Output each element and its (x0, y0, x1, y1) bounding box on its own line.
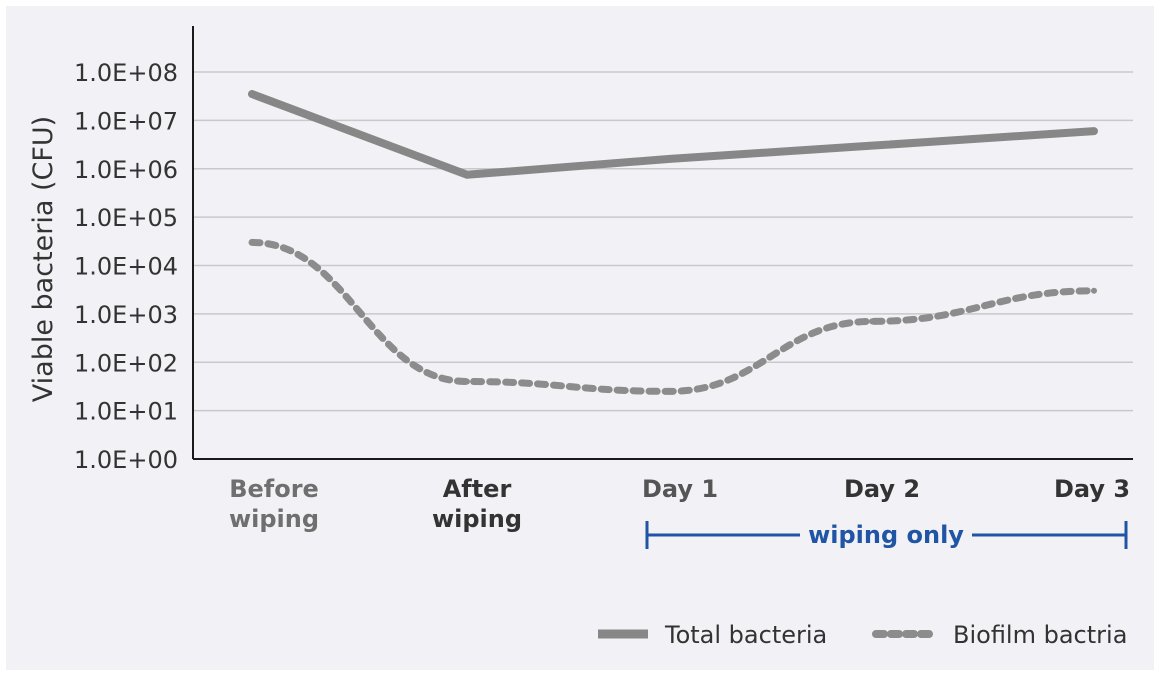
annotation-label: wiping only (808, 521, 964, 549)
x-tick-label: After wiping (432, 475, 522, 533)
point-biofilm-bactria (1091, 287, 1097, 294)
x-tick-labels: Before wiping After wiping Day 1 Day 2 Day 3 (229, 475, 1130, 533)
legend-label-biofilm-bactria: Biofilm bactria (953, 621, 1127, 649)
point-biofilm-bactria (667, 388, 673, 395)
point-biofilm-bactria (869, 318, 875, 325)
point-total-bacteria (667, 155, 673, 162)
y-tick-labels: 1.0E+00 1.0E+01 1.0E+02 1.0E+03 1.0E+04 1.0E+… (74, 59, 178, 474)
point-biofilm-bactria (464, 378, 470, 385)
chart-background (6, 6, 1154, 670)
point-total-bacteria (464, 171, 470, 178)
y-tick-label: 1.0E+03 (74, 301, 178, 329)
y-tick-label: 1.0E+05 (74, 204, 178, 232)
wiping-only-annotation: wiping only (645, 521, 1128, 549)
axes (192, 26, 1133, 460)
y-tick-label: 1.0E+07 (74, 107, 178, 135)
point-total-bacteria (249, 91, 255, 98)
point-total-bacteria (869, 142, 875, 149)
y-axis-title: Viable bacteria (CFU) (28, 116, 59, 402)
x-tick-label: Day 2 (844, 475, 920, 503)
series-line-total-bacteria (248, 90, 1098, 179)
x-tick-label: Day 1 (642, 475, 718, 503)
legend: Total bacteria Biofilm bactria (598, 621, 1127, 649)
x-tick-label: Day 3 (1054, 475, 1130, 503)
legend-label-total-bacteria: Total bacteria (664, 621, 827, 649)
y-tick-label: 1.0E+04 (74, 253, 178, 281)
grid (193, 71, 1133, 412)
y-tick-label: 1.0E+00 (74, 446, 178, 474)
series (248, 90, 1098, 395)
point-biofilm-bactria (249, 239, 255, 246)
point-total-bacteria (1091, 128, 1097, 135)
y-tick-label: 1.0E+01 (74, 398, 178, 426)
y-tick-label: 1.0E+08 (74, 59, 178, 87)
y-tick-label: 1.0E+02 (74, 349, 178, 377)
x-tick-label: Before wiping (229, 475, 319, 533)
y-tick-label: 1.0E+06 (74, 156, 178, 184)
